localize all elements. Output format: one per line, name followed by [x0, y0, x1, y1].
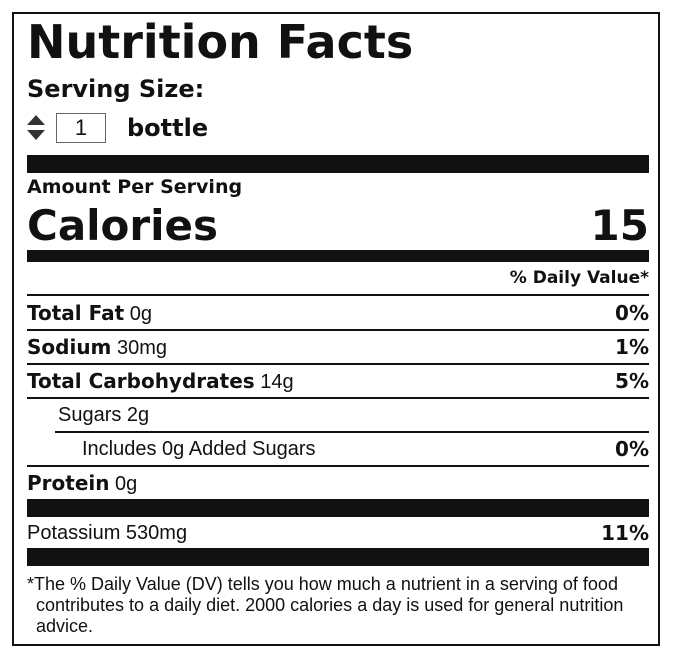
nutrient-text: Potassium 530mg	[27, 522, 188, 544]
nutrient-row: Sugars 2g	[58, 400, 649, 430]
nutrient-row: Total Fat 0g 0%	[27, 298, 649, 328]
calories-value: 15	[590, 201, 649, 250]
serving-quantity-input[interactable]: 1	[56, 113, 106, 143]
title: Nutrition Facts	[27, 15, 414, 69]
thick-bar	[27, 548, 649, 566]
divider	[27, 363, 649, 365]
divider	[27, 329, 649, 331]
serving-unit: bottle	[127, 114, 209, 142]
nutrient-name: Protein	[27, 471, 110, 495]
nutrient-name: Total Fat	[27, 301, 125, 325]
divider	[27, 465, 649, 467]
thick-bar	[27, 499, 649, 517]
amount-per-serving: Amount Per Serving	[27, 176, 243, 198]
daily-value-header: % Daily Value*	[509, 268, 649, 288]
nutrient-row: Sodium 30mg 1%	[27, 332, 649, 362]
divider	[27, 294, 649, 296]
nutrient-dv: 5%	[615, 369, 649, 393]
nutrient-dv: 0%	[615, 437, 649, 461]
nutrient-text: Includes 0g Added Sugars	[82, 438, 316, 460]
footnote: *The % Daily Value (DV) tells you how mu…	[27, 574, 624, 636]
serving-size-label: Serving Size:	[27, 75, 205, 103]
nutrient-name: Total Carbohydrates	[27, 369, 255, 393]
stepper-arrows[interactable]	[26, 114, 46, 142]
divider	[27, 397, 649, 399]
nutrient-row: Total Carbohydrates 14g 5%	[27, 366, 649, 396]
nutrient-name: Sodium	[27, 335, 112, 359]
nutrient-amount: 0g	[129, 303, 152, 325]
calories-label: Calories	[27, 201, 219, 250]
nutrient-amount: 14g	[260, 371, 294, 393]
label-frame	[12, 12, 660, 646]
nutrient-row: Protein 0g	[27, 468, 649, 498]
nutrient-amount: 30mg	[116, 337, 167, 359]
thick-bar	[27, 155, 649, 173]
nutrient-text: Sugars 2g	[58, 404, 150, 426]
nutrient-dv: 1%	[615, 335, 649, 359]
medium-bar	[27, 250, 649, 262]
nutrient-dv: 11%	[601, 521, 649, 545]
divider	[55, 431, 649, 433]
nutrient-row: Includes 0g Added Sugars 0%	[27, 434, 649, 464]
nutrient-amount: 0g	[115, 473, 138, 495]
nutrient-row: Potassium 530mg 11%	[27, 518, 649, 548]
nutrient-dv: 0%	[615, 301, 649, 325]
